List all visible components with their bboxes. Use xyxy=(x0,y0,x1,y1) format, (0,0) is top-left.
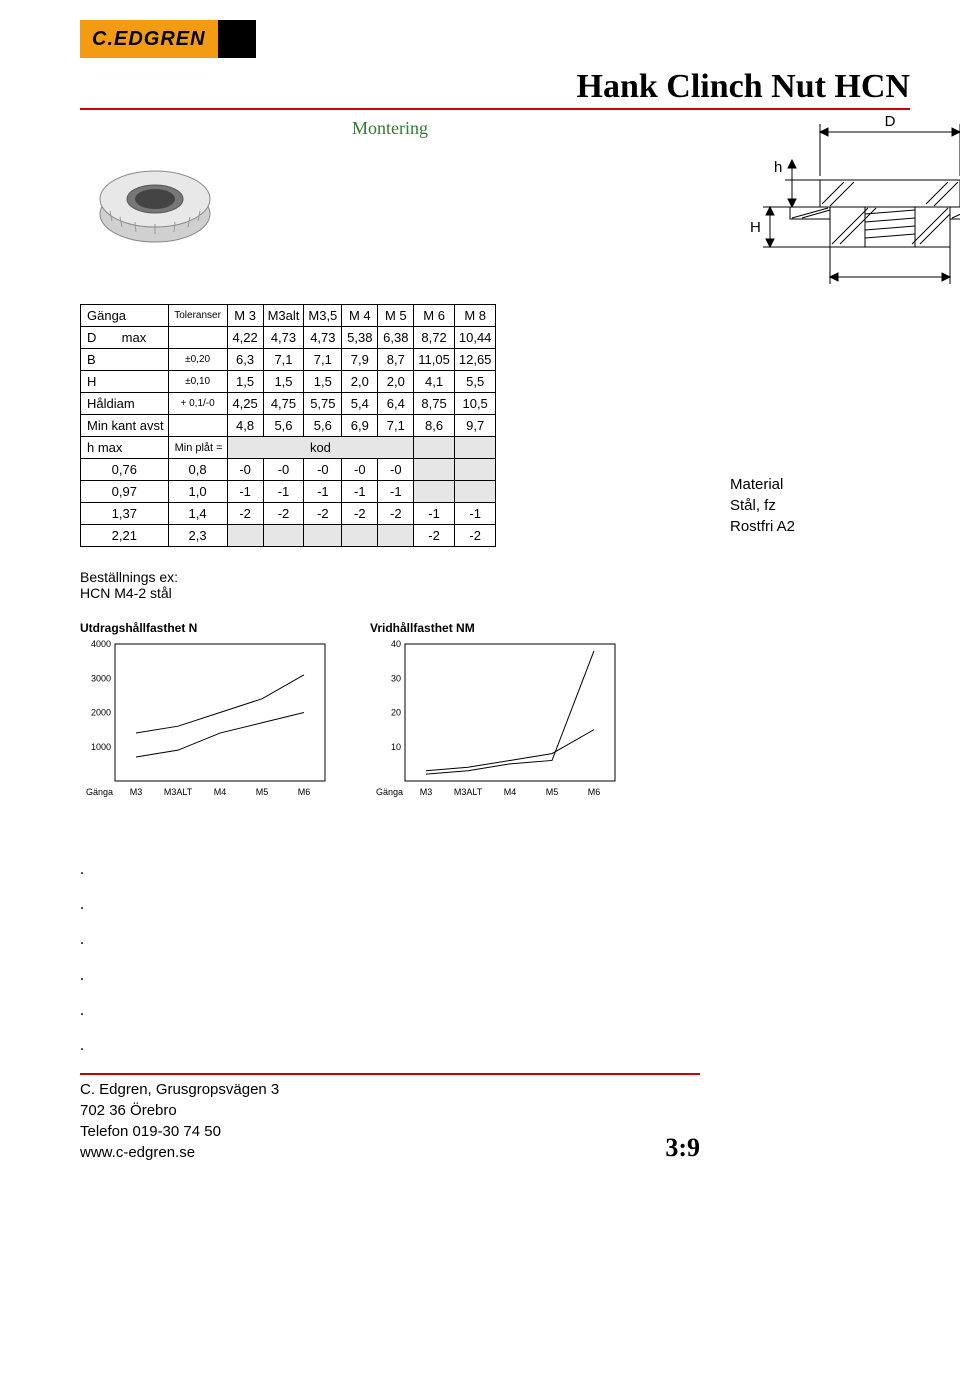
chart1-svg: 1000 2000 3000 4000 M3 M3ALT M4 M5 M6 Gänga xyxy=(80,639,330,809)
logo: C.EDGREN xyxy=(80,20,910,58)
kod-blank2 xyxy=(454,437,496,459)
th-m35: M3,5 xyxy=(304,305,342,327)
material-heading: Material xyxy=(730,476,960,493)
technical-drawing: D h xyxy=(730,112,960,392)
order-ex-value: HCN M4-2 stål xyxy=(80,585,700,601)
th-ganga: Gänga xyxy=(81,305,169,327)
nut-illustration xyxy=(80,149,230,269)
svg-text:30: 30 xyxy=(391,673,401,683)
material-block: Material Stål, fz Rostfri A2 xyxy=(730,476,960,535)
svg-text:Gänga: Gänga xyxy=(376,787,403,797)
table-row: 1,371,4-2-2-2-2-2-1-1 xyxy=(81,503,496,525)
table-row: Min kant avst4,85,65,66,97,18,69,7 xyxy=(81,415,496,437)
chart2-title: Vridhållfasthet NM xyxy=(370,621,620,635)
table-row: B±0,206,37,17,17,98,711,0512,65 xyxy=(81,349,496,371)
chart1-title: Utdragshållfasthet N xyxy=(80,621,330,635)
svg-text:Gänga: Gänga xyxy=(86,787,113,797)
table-row: D max4,224,734,735,386,388,7210,44 xyxy=(81,327,496,349)
svg-text:M3: M3 xyxy=(130,787,143,797)
table-row: 2,212,3-2-2 xyxy=(81,525,496,547)
svg-text:D: D xyxy=(885,113,896,130)
page-title: Hank Clinch Nut HCN xyxy=(80,68,910,106)
table-row: 0,971,0-1-1-1-1-1 xyxy=(81,481,496,503)
kod-header-row: h max Min plåt = kod xyxy=(81,437,496,459)
spec-table: Gänga Toleranser M 3 M3alt M3,5 M 4 M 5 … xyxy=(80,304,496,547)
footer-company: C. Edgren, Grusgropsvägen 3 xyxy=(80,1079,279,1100)
divider-top xyxy=(80,108,910,110)
chart-pullout: Utdragshållfasthet N 1000 2000 3000 4000 M3 M… xyxy=(80,621,330,812)
svg-text:M4: M4 xyxy=(504,787,517,797)
chart2-svg: 10 20 30 40 M3 M3ALT M4 M5 M6 Gänga xyxy=(370,639,620,809)
svg-text:M3: M3 xyxy=(420,787,433,797)
bullet-dots: ...... xyxy=(80,852,910,1063)
svg-text:M3ALT: M3ALT xyxy=(454,787,483,797)
chart-torque: Vridhållfasthet NM 10 20 30 40 M3 M3ALT M4 M5 M6… xyxy=(370,621,620,812)
svg-text:1000: 1000 xyxy=(91,742,111,752)
footer-postal: 702 36 Örebro xyxy=(80,1100,279,1121)
svg-text:10: 10 xyxy=(391,742,401,752)
th-m3alt: M3alt xyxy=(263,305,304,327)
table-row: 0,760,8-0-0-0-0-0 xyxy=(81,459,496,481)
table-row: Håldiam+ 0,1/-04,254,755,755,46,48,7510,… xyxy=(81,393,496,415)
svg-text:40: 40 xyxy=(391,639,401,649)
svg-text:20: 20 xyxy=(391,708,401,718)
svg-text:M6: M6 xyxy=(298,787,311,797)
footer-phone: Telefon 019-30 74 50 xyxy=(80,1121,279,1142)
th-m3: M 3 xyxy=(227,305,263,327)
page-footer: C. Edgren, Grusgropsvägen 3 702 36 Örebr… xyxy=(80,1073,700,1163)
order-example: Beställnings ex: HCN M4-2 stål xyxy=(80,569,700,601)
kod-blank1 xyxy=(414,437,455,459)
kod-minplat: Min plåt = xyxy=(168,437,227,459)
kod-label: kod xyxy=(227,437,414,459)
th-m6: M 6 xyxy=(414,305,455,327)
th-tol: Toleranser xyxy=(168,305,227,327)
page-number: 3:9 xyxy=(665,1133,700,1163)
logo-text: C.EDGREN xyxy=(80,20,218,58)
order-ex-label: Beställnings ex: xyxy=(80,569,700,585)
svg-text:M3ALT: M3ALT xyxy=(164,787,193,797)
svg-text:M5: M5 xyxy=(546,787,559,797)
material-line1: Stål, fz xyxy=(730,497,960,514)
th-m4: M 4 xyxy=(342,305,378,327)
svg-text:H: H xyxy=(750,219,761,236)
svg-text:M4: M4 xyxy=(214,787,227,797)
table-row: H±0,101,51,51,52,02,04,15,5 xyxy=(81,371,496,393)
svg-text:M6: M6 xyxy=(588,787,601,797)
svg-text:4000: 4000 xyxy=(91,639,111,649)
footer-web: www.c-edgren.se xyxy=(80,1142,279,1163)
svg-text:3000: 3000 xyxy=(91,673,111,683)
th-m8: M 8 xyxy=(454,305,496,327)
table-header-row: Gänga Toleranser M 3 M3alt M3,5 M 4 M 5 … xyxy=(81,305,496,327)
svg-text:h: h xyxy=(774,159,782,176)
section-label: Montering xyxy=(80,118,700,139)
svg-text:M5: M5 xyxy=(256,787,269,797)
svg-text:2000: 2000 xyxy=(91,708,111,718)
logo-icon xyxy=(218,20,256,58)
kod-hmax: h max xyxy=(81,437,169,459)
th-m5: M 5 xyxy=(378,305,414,327)
material-line2: Rostfri A2 xyxy=(730,518,960,535)
